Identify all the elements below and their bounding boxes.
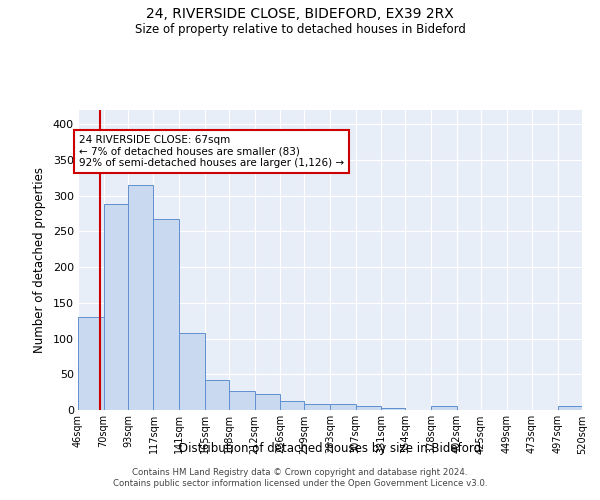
Text: Contains HM Land Registry data © Crown copyright and database right 2024.
Contai: Contains HM Land Registry data © Crown c… xyxy=(113,468,487,487)
Text: Size of property relative to detached houses in Bideford: Size of property relative to detached ho… xyxy=(134,22,466,36)
Text: Distribution of detached houses by size in Bideford: Distribution of detached houses by size … xyxy=(179,442,481,455)
Bar xyxy=(154,218,179,410)
Bar xyxy=(179,333,205,410)
Bar xyxy=(557,406,582,410)
Bar xyxy=(304,404,330,410)
Bar xyxy=(254,394,280,410)
Bar xyxy=(229,390,254,410)
Y-axis label: Number of detached properties: Number of detached properties xyxy=(33,167,46,353)
Bar xyxy=(78,317,104,410)
Bar xyxy=(205,380,229,410)
Text: 24, RIVERSIDE CLOSE, BIDEFORD, EX39 2RX: 24, RIVERSIDE CLOSE, BIDEFORD, EX39 2RX xyxy=(146,8,454,22)
Bar xyxy=(356,406,381,410)
Bar xyxy=(330,404,356,410)
Bar xyxy=(280,402,304,410)
Bar xyxy=(431,406,457,410)
Text: 24 RIVERSIDE CLOSE: 67sqm
← 7% of detached houses are smaller (83)
92% of semi-d: 24 RIVERSIDE CLOSE: 67sqm ← 7% of detach… xyxy=(79,135,344,168)
Bar xyxy=(381,408,406,410)
Bar xyxy=(128,185,154,410)
Bar xyxy=(104,204,128,410)
